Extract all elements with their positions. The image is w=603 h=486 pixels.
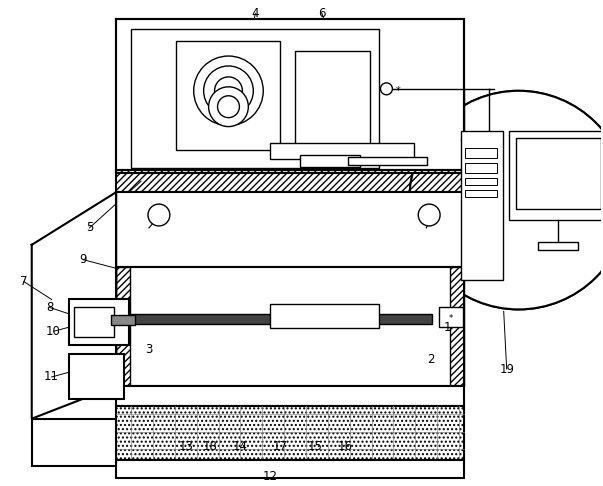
Bar bbox=[111, 315, 135, 325]
Circle shape bbox=[215, 77, 242, 104]
Text: *: * bbox=[449, 314, 453, 323]
Text: 9: 9 bbox=[80, 253, 87, 266]
Bar bbox=[116, 460, 464, 478]
Bar bbox=[509, 131, 603, 220]
Text: 5: 5 bbox=[86, 222, 93, 234]
Bar bbox=[461, 131, 503, 279]
Text: 13: 13 bbox=[178, 440, 193, 453]
Text: 19: 19 bbox=[499, 363, 514, 376]
Polygon shape bbox=[32, 192, 116, 419]
Bar bbox=[69, 299, 129, 345]
Text: 12: 12 bbox=[263, 470, 278, 483]
Text: 3: 3 bbox=[145, 343, 153, 356]
Bar bbox=[74, 376, 96, 388]
Bar bbox=[300, 156, 359, 167]
Bar bbox=[439, 308, 463, 327]
Bar bbox=[116, 192, 464, 267]
Text: 6: 6 bbox=[318, 7, 326, 20]
Text: 4: 4 bbox=[251, 7, 259, 20]
Bar bbox=[116, 19, 464, 174]
Text: 7: 7 bbox=[20, 275, 28, 288]
Bar bbox=[74, 361, 96, 373]
Bar bbox=[116, 170, 464, 192]
Circle shape bbox=[209, 87, 248, 126]
Bar bbox=[270, 143, 414, 159]
Circle shape bbox=[204, 66, 253, 116]
Text: 1: 1 bbox=[443, 321, 451, 334]
Bar bbox=[295, 51, 370, 145]
Circle shape bbox=[380, 83, 393, 95]
Text: 17: 17 bbox=[273, 440, 288, 453]
Circle shape bbox=[194, 56, 264, 125]
Bar bbox=[516, 138, 601, 209]
Bar bbox=[450, 267, 464, 386]
Bar bbox=[129, 314, 432, 324]
Bar bbox=[32, 419, 116, 467]
Bar bbox=[74, 308, 114, 337]
Bar bbox=[116, 267, 130, 386]
Bar bbox=[116, 267, 464, 386]
Text: 8: 8 bbox=[46, 301, 53, 314]
Text: 16: 16 bbox=[337, 440, 352, 453]
Bar bbox=[538, 242, 578, 250]
Bar bbox=[69, 354, 124, 399]
Text: 2: 2 bbox=[428, 352, 435, 365]
Text: 18: 18 bbox=[203, 440, 218, 453]
Bar bbox=[116, 386, 464, 406]
Circle shape bbox=[218, 96, 239, 118]
Bar bbox=[116, 406, 464, 460]
Text: 15: 15 bbox=[308, 440, 323, 453]
Text: 11: 11 bbox=[44, 370, 59, 383]
Text: *: * bbox=[396, 86, 400, 96]
Bar bbox=[348, 157, 427, 165]
Circle shape bbox=[409, 91, 603, 310]
Text: 10: 10 bbox=[46, 325, 61, 338]
Circle shape bbox=[418, 204, 440, 226]
Bar bbox=[465, 163, 497, 174]
Bar bbox=[465, 178, 497, 185]
Circle shape bbox=[148, 204, 170, 226]
Text: 14: 14 bbox=[233, 440, 248, 453]
Bar bbox=[270, 304, 379, 328]
Bar bbox=[131, 29, 379, 168]
Bar bbox=[176, 41, 280, 151]
Circle shape bbox=[409, 91, 603, 310]
Bar bbox=[465, 190, 497, 197]
Bar bbox=[465, 148, 497, 158]
